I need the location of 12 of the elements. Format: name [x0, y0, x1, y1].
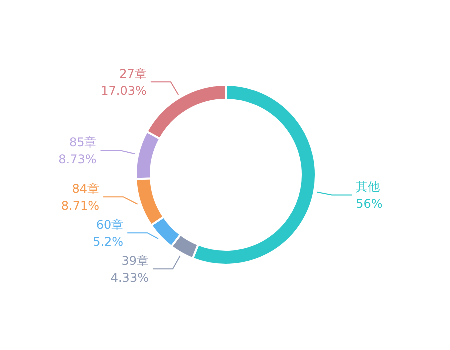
- data-label: 8.71%: [61, 199, 100, 214]
- data-label: 8.73%: [58, 152, 97, 167]
- slice-label: 27章: [120, 67, 147, 82]
- slice-label: 39章: [122, 254, 149, 268]
- slice-label: 60章: [96, 218, 124, 232]
- slice-label: 其他: [356, 180, 380, 194]
- slice-label: 85章: [69, 136, 97, 150]
- slice-label: 84章: [72, 182, 100, 196]
- data-label: 4.33%: [110, 271, 149, 286]
- data-label: 17.03%: [101, 84, 147, 98]
- data-label: 56%: [356, 197, 383, 212]
- data-label: 5.2%: [93, 235, 124, 250]
